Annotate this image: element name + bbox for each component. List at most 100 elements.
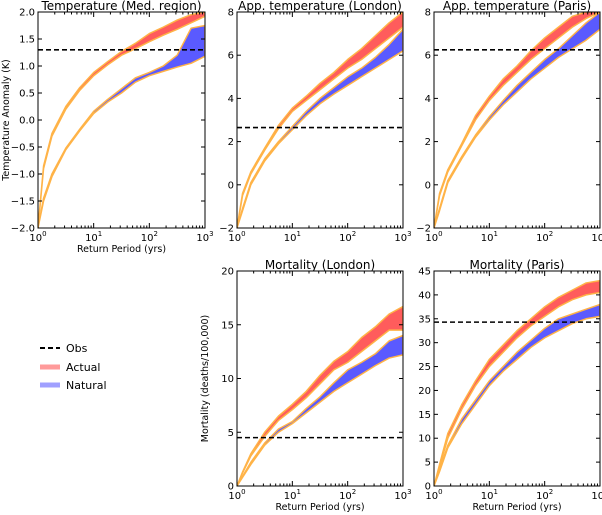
ytick-label: 0 bbox=[425, 482, 431, 493]
ytick-label: 30 bbox=[418, 338, 431, 349]
xtick-exponent: 1 bbox=[296, 488, 300, 496]
y-axis-label: Mortality (deaths/100,000) bbox=[200, 315, 211, 442]
xtick-exponent: 0 bbox=[241, 488, 245, 496]
ytick-label: 10 bbox=[418, 434, 431, 445]
band-natural bbox=[434, 12, 600, 228]
ytick-label: 15 bbox=[221, 320, 234, 331]
xtick-exponent: 1 bbox=[296, 230, 300, 238]
ytick-label: 2 bbox=[425, 137, 431, 148]
ytick-label: 5 bbox=[228, 428, 234, 439]
panel-title: App. temperature (Paris) bbox=[443, 0, 591, 13]
panel-title: Mortality (London) bbox=[265, 258, 375, 272]
y-axis-label: Temperature Anomaly (K) bbox=[1, 59, 12, 182]
xtick-label: 102 bbox=[536, 230, 553, 244]
xtick-label: 101 bbox=[284, 230, 301, 244]
ytick-label: 45 bbox=[418, 267, 431, 278]
ytick-label: 10 bbox=[221, 374, 234, 385]
axes-frame bbox=[236, 11, 404, 229]
xtick-label: 103 bbox=[591, 230, 602, 244]
x-axis-label: Return Period (yrs) bbox=[77, 244, 166, 255]
ytick-label: 0.5 bbox=[19, 89, 35, 100]
axes-frame bbox=[433, 11, 601, 229]
ytick-label: 8 bbox=[228, 8, 234, 19]
legend-natural-label: Natural bbox=[66, 379, 107, 392]
xtick-exponent: 2 bbox=[153, 230, 157, 238]
ytick-label: 5 bbox=[425, 458, 431, 469]
ytick-label: 4 bbox=[228, 94, 234, 105]
legend: Obs Actual Natural bbox=[40, 342, 107, 392]
ytick-label: 15 bbox=[418, 410, 431, 421]
xtick-label: 100 bbox=[425, 230, 442, 244]
ytick-label: 8 bbox=[425, 8, 431, 19]
x-axis-label: Return Period (yrs) bbox=[472, 502, 561, 513]
ytick-label: −2.0 bbox=[11, 224, 35, 235]
xtick-label: 102 bbox=[536, 488, 553, 502]
ytick-label: 0 bbox=[228, 482, 234, 493]
xtick-exponent: 2 bbox=[549, 230, 553, 238]
ytick-label: 6 bbox=[228, 51, 234, 62]
xtick-label: 100 bbox=[425, 488, 442, 502]
xtick-label: 101 bbox=[85, 230, 102, 244]
panel-2: −2 0 2 4 6 8 100 101 102 1 0 3 App. temperature (Lon… bbox=[219, 0, 411, 244]
ytick-label: −0.5 bbox=[11, 143, 35, 154]
band-natural bbox=[434, 303, 600, 486]
ytick-label: 0.0 bbox=[19, 116, 35, 127]
ytick-label: −1.0 bbox=[11, 170, 35, 181]
ytick-label: 2.0 bbox=[19, 8, 35, 19]
xtick-label: 101 bbox=[284, 488, 301, 502]
xtick-label: 100 bbox=[228, 230, 245, 244]
axes-frame bbox=[37, 11, 206, 229]
xtick-exponent: 0 bbox=[42, 230, 46, 238]
xtick-exponent: 2 bbox=[352, 488, 356, 496]
ytick-label: 2 bbox=[228, 137, 234, 148]
plot-area bbox=[434, 12, 600, 228]
ytick-label: −2 bbox=[416, 224, 431, 235]
ytick-label: 1.5 bbox=[19, 35, 35, 46]
xtick-exponent: 2 bbox=[352, 230, 356, 238]
panel-5: 051015202530354045100101102103Mortality … bbox=[418, 258, 602, 513]
panel-title: App. temperature (London) bbox=[238, 0, 402, 13]
xtick-exponent: 0 bbox=[438, 488, 442, 496]
band-actual bbox=[237, 305, 403, 486]
plot-area bbox=[237, 305, 403, 486]
xtick-label: 100 bbox=[29, 230, 46, 244]
legend-actual-label: Actual bbox=[66, 361, 100, 374]
xtick-label: 101 bbox=[481, 488, 498, 502]
band-natural bbox=[237, 334, 403, 486]
panel-title: Temperature (Med. region) bbox=[40, 0, 201, 13]
xtick-exponent: 0 bbox=[438, 230, 442, 238]
xtick-exponent: 0 bbox=[241, 230, 245, 238]
band-actual bbox=[434, 279, 600, 486]
xtick-exponent: 3 bbox=[407, 488, 411, 496]
ytick-label: 0 bbox=[228, 180, 234, 191]
band-natural bbox=[38, 24, 205, 228]
ytick-label: −1.5 bbox=[11, 197, 35, 208]
plot-area bbox=[434, 279, 600, 486]
band-natural bbox=[237, 28, 403, 228]
xtick-label: 102 bbox=[339, 230, 356, 244]
band-actual bbox=[237, 12, 403, 228]
ytick-label: 35 bbox=[418, 314, 431, 325]
ytick-label: 0 bbox=[425, 180, 431, 191]
legend-obs-label: Obs bbox=[66, 342, 88, 355]
band-actual bbox=[434, 12, 600, 228]
xtick-label: 103 bbox=[591, 488, 602, 502]
ytick-label: 40 bbox=[418, 290, 431, 301]
xtick-label: 101 bbox=[481, 230, 498, 244]
xtick-exponent: 2 bbox=[549, 488, 553, 496]
xtick-exponent: 3 bbox=[407, 230, 411, 238]
band-actual bbox=[38, 12, 205, 228]
ytick-label: −2 bbox=[219, 224, 234, 235]
ytick-label: 1.0 bbox=[19, 62, 35, 73]
panel-title: Mortality (Paris) bbox=[470, 258, 565, 272]
xtick-label: 102 bbox=[141, 230, 158, 244]
xtick-exponent: 1 bbox=[98, 230, 102, 238]
plot-area bbox=[38, 12, 205, 228]
xtick-label: 103 bbox=[196, 230, 213, 244]
ytick-label: 20 bbox=[418, 386, 431, 397]
ytick-label: 25 bbox=[418, 362, 431, 373]
